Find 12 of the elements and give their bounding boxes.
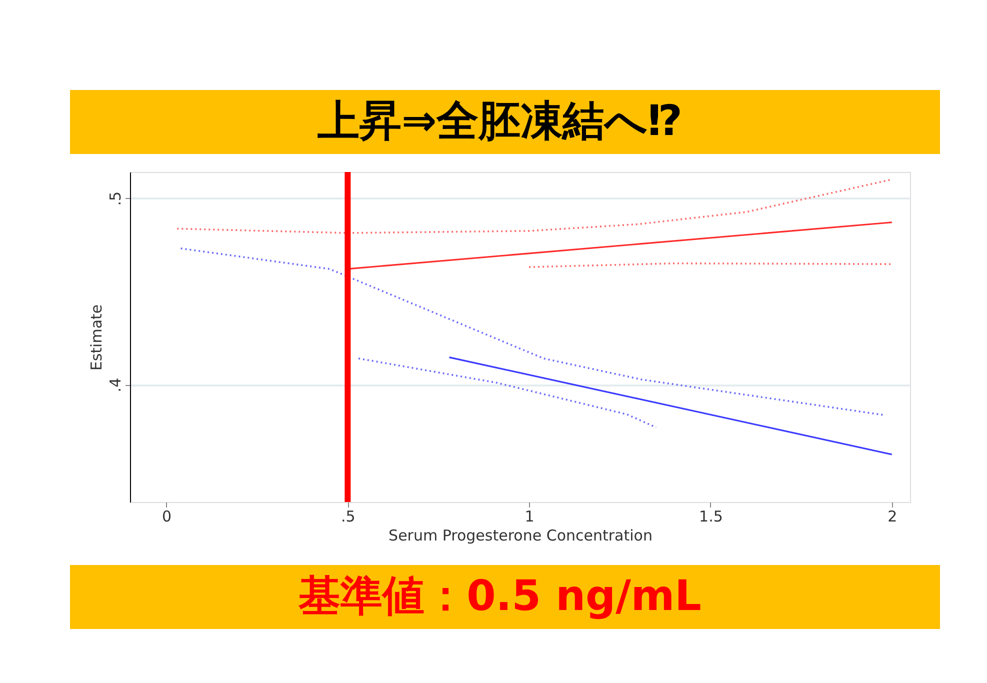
x-axis-title: Serum Progesterone Concentration bbox=[388, 526, 652, 544]
x-tick-label: 1.5 bbox=[699, 508, 723, 526]
x-tick-label: 0 bbox=[162, 508, 172, 526]
text: 基準値：0.5 ng/mL bbox=[298, 571, 702, 620]
x-tick-label: 2 bbox=[888, 508, 898, 526]
y-axis-title: Estimate bbox=[88, 304, 106, 371]
x-tick-label: .5 bbox=[341, 508, 356, 526]
line-series bbox=[176, 178, 893, 234]
line-series bbox=[358, 358, 657, 428]
text: 上昇⇒全胚凍結へ⁉ bbox=[316, 96, 682, 145]
x-tick-label: 1 bbox=[524, 508, 534, 526]
y-tick-label: .4 bbox=[106, 378, 124, 392]
